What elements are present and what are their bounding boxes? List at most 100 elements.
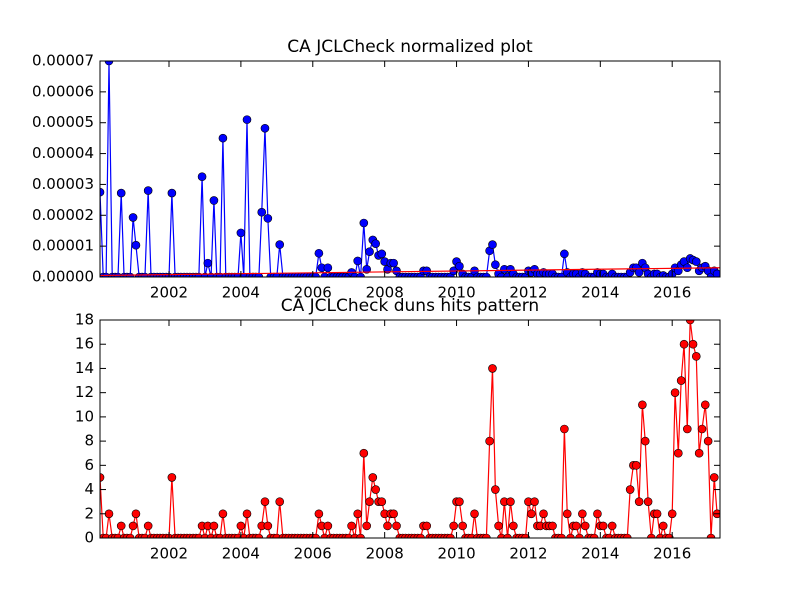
data-point bbox=[652, 509, 662, 519]
data-point bbox=[676, 376, 686, 385]
x-tick-label: 2008 bbox=[366, 284, 404, 302]
data-point bbox=[589, 533, 599, 538]
x-tick-label: 2016 bbox=[653, 545, 691, 563]
data-point bbox=[236, 521, 246, 531]
data-point bbox=[389, 258, 398, 268]
x-tick-label: 2014 bbox=[581, 545, 619, 563]
data-point bbox=[100, 187, 105, 197]
data-point bbox=[353, 256, 363, 266]
data-point bbox=[449, 521, 458, 531]
data-point bbox=[638, 400, 647, 410]
data-point bbox=[488, 364, 497, 373]
y-tick-label: 0.00007 bbox=[32, 52, 94, 70]
series-line bbox=[100, 267, 720, 277]
data-point bbox=[116, 188, 126, 198]
data-point bbox=[682, 424, 692, 434]
data-point bbox=[383, 521, 392, 531]
plot-area bbox=[100, 320, 720, 538]
data-point bbox=[491, 485, 500, 494]
data-point bbox=[455, 261, 464, 271]
data-point bbox=[631, 461, 641, 470]
data-point bbox=[658, 521, 668, 531]
data-point bbox=[578, 509, 587, 519]
data-point bbox=[634, 497, 644, 506]
x-tick-label: 2012 bbox=[509, 545, 547, 563]
data-point bbox=[362, 264, 371, 274]
data-point bbox=[197, 172, 207, 182]
data-point bbox=[593, 509, 602, 519]
data-point bbox=[416, 533, 425, 538]
x-tick-label: 2010 bbox=[437, 545, 475, 563]
data-point bbox=[392, 521, 401, 531]
data-point bbox=[257, 207, 267, 217]
x-tick-label: 2012 bbox=[509, 284, 547, 302]
data-point bbox=[353, 509, 363, 519]
plot-area bbox=[100, 61, 720, 277]
data-point bbox=[131, 509, 141, 519]
y-tick-label: 0.00006 bbox=[32, 82, 94, 100]
data-point bbox=[607, 521, 617, 531]
data-point bbox=[236, 228, 246, 238]
data-point bbox=[647, 533, 656, 538]
data-point bbox=[275, 497, 285, 506]
data-point bbox=[143, 186, 153, 195]
data-point bbox=[365, 247, 374, 256]
x-tick-label: 2002 bbox=[150, 284, 188, 302]
data-point bbox=[377, 249, 387, 259]
data-point bbox=[622, 533, 632, 538]
data-point bbox=[560, 424, 569, 434]
data-point bbox=[446, 533, 455, 538]
data-point bbox=[700, 400, 710, 410]
data-point bbox=[706, 533, 716, 538]
data-point bbox=[263, 521, 273, 531]
data-point bbox=[371, 485, 380, 494]
data-point bbox=[371, 239, 380, 248]
plot-content bbox=[100, 320, 720, 538]
data-point bbox=[209, 196, 219, 205]
data-point bbox=[506, 497, 515, 506]
y-tick-label: 0 bbox=[84, 529, 94, 547]
data-point bbox=[679, 339, 689, 349]
data-point bbox=[521, 533, 530, 538]
data-point bbox=[674, 448, 683, 458]
data-point bbox=[260, 497, 270, 506]
y-tick-label: 10 bbox=[75, 407, 94, 425]
y-tick-label: 0.00005 bbox=[32, 113, 94, 131]
data-point bbox=[116, 521, 126, 531]
y-tick-label: 12 bbox=[75, 383, 94, 401]
data-point bbox=[203, 258, 213, 268]
data-point bbox=[491, 260, 500, 269]
y-tick-label: 0.00002 bbox=[32, 206, 94, 224]
data-point bbox=[470, 509, 479, 519]
plot-content bbox=[100, 61, 720, 277]
y-tick-label: 4 bbox=[84, 480, 94, 498]
data-point bbox=[625, 485, 635, 494]
data-point bbox=[494, 521, 503, 531]
data-point bbox=[539, 509, 548, 519]
data-point bbox=[643, 497, 653, 506]
data-point bbox=[482, 533, 491, 538]
y-tick-label: 0.00004 bbox=[32, 144, 94, 162]
data-point bbox=[104, 61, 114, 66]
data-point bbox=[482, 272, 491, 277]
data-point bbox=[697, 424, 707, 434]
data-point bbox=[709, 473, 719, 482]
data-point bbox=[548, 521, 557, 531]
data-point bbox=[143, 521, 153, 531]
data-point bbox=[218, 133, 228, 143]
data-point bbox=[670, 388, 680, 397]
chart-title: CA JCLCheck normalized plot bbox=[287, 37, 533, 57]
data-point bbox=[691, 352, 701, 361]
data-point bbox=[503, 533, 512, 538]
x-tick-label: 2010 bbox=[437, 284, 475, 302]
x-tick-label: 2006 bbox=[294, 545, 332, 563]
data-point bbox=[455, 497, 464, 506]
y-tick-label: 6 bbox=[84, 456, 94, 474]
data-point bbox=[509, 521, 518, 531]
data-point bbox=[703, 436, 713, 446]
data-point bbox=[128, 213, 138, 222]
data-point bbox=[323, 263, 333, 273]
data-point bbox=[359, 448, 369, 458]
